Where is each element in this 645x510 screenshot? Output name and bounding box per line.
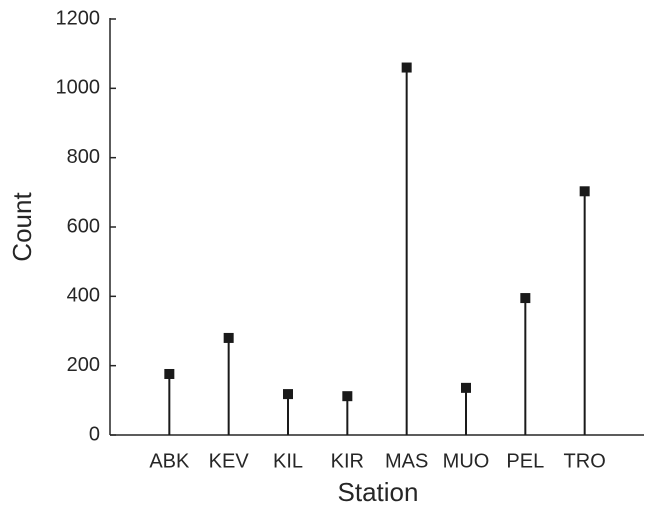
stem-marker [342,391,353,402]
x-axis-title: Station [338,477,419,507]
stem-marker [164,368,175,379]
y-tick-label: 1000 [56,77,101,99]
x-tick-label: MUO [443,450,490,472]
x-tick-label: ABK [149,450,190,472]
x-tick-label: PEL [506,450,544,472]
y-tick-label: 1200 [56,7,101,29]
x-tick-label: KEV [209,450,250,472]
y-tick-label: 0 [89,423,100,445]
y-axis-title: Count [7,192,37,262]
stem-marker [223,332,234,343]
stem-marker [283,389,293,400]
stem-marker [520,293,531,304]
stem-marker [401,62,412,73]
y-tick-label: 400 [67,285,100,307]
stem-marker [579,186,590,197]
x-tick-label: KIL [273,450,303,472]
y-tick-label: 600 [67,215,100,237]
x-tick-label: MAS [385,450,428,472]
stem-marker [461,382,471,393]
y-tick-label: 200 [67,354,100,376]
x-tick-label: TRO [564,450,606,472]
y-tick-label: 800 [67,146,100,168]
x-tick-label: KIR [331,450,364,472]
